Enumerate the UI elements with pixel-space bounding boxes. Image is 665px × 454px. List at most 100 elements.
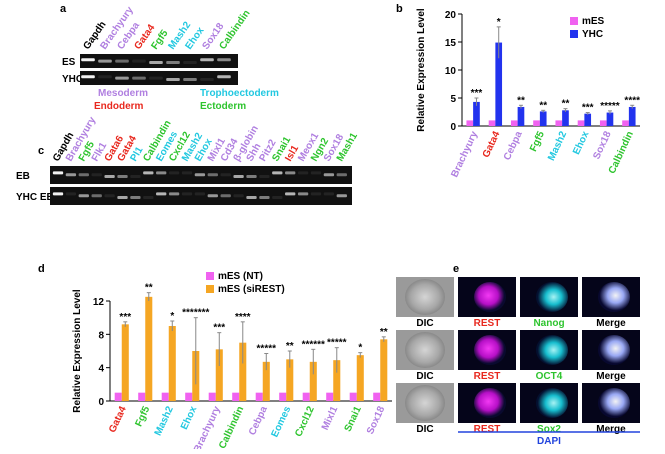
bar	[533, 120, 540, 126]
bar	[286, 359, 294, 401]
error-bar	[264, 353, 269, 371]
lineage-label: Mesoderm	[98, 88, 148, 99]
gel-band	[207, 194, 218, 198]
bar	[577, 120, 585, 126]
bar	[208, 392, 216, 401]
gel-band	[130, 196, 141, 199]
significance: ***	[213, 323, 225, 334]
gel-band	[149, 76, 163, 80]
gel-band	[91, 173, 102, 177]
cell	[536, 282, 568, 312]
significance: **	[539, 100, 547, 111]
bar	[495, 42, 503, 127]
cell	[536, 335, 568, 365]
significance: *******	[182, 308, 209, 319]
cell	[536, 388, 568, 418]
gel-band	[132, 76, 146, 80]
y-axis-label: Relative Expression Level	[72, 289, 83, 413]
bar	[466, 120, 474, 126]
gel-band	[183, 78, 197, 81]
x-tick-label: Sox18	[591, 129, 614, 161]
bar	[185, 392, 193, 401]
gel-band	[117, 175, 128, 178]
gel-band	[156, 192, 167, 196]
y-tick-label: 4	[98, 364, 104, 375]
cell	[405, 279, 445, 315]
gel-band	[132, 59, 146, 63]
significance: *****	[600, 101, 620, 112]
x-tick-label: Fgf5	[133, 404, 152, 428]
gel-band	[285, 171, 296, 175]
gel-band	[91, 194, 102, 198]
bar	[599, 120, 607, 126]
gel-band	[78, 194, 89, 198]
error-bar	[541, 109, 546, 113]
error-bar	[630, 104, 635, 109]
significance: *	[358, 343, 362, 354]
error-bar	[217, 332, 222, 366]
error-bar	[146, 292, 151, 301]
image-label: DIC	[416, 371, 433, 382]
gel-band	[285, 192, 296, 196]
gel-band	[217, 58, 231, 62]
cell	[598, 388, 630, 418]
error-bar	[381, 336, 386, 342]
bar	[326, 392, 334, 401]
gel-band	[52, 192, 64, 196]
gel-band	[297, 192, 309, 196]
panel-label: c	[38, 145, 44, 157]
legend-swatch	[206, 272, 214, 280]
gel-image	[50, 187, 352, 205]
x-tick-label: Ehox	[179, 404, 199, 431]
gel-band	[194, 192, 206, 196]
gel-band	[207, 173, 218, 177]
gel-band	[104, 175, 115, 178]
y-tick-label: 8	[98, 330, 104, 341]
cell	[405, 385, 445, 421]
image-label: Merge	[596, 371, 626, 382]
error-bar	[585, 112, 590, 115]
bar	[114, 392, 122, 401]
significance: ****	[624, 95, 640, 106]
gel-band	[272, 171, 283, 175]
gel-band	[166, 78, 180, 81]
x-tick-label: Mash2	[153, 404, 176, 437]
gel-band	[168, 192, 180, 196]
cell	[474, 335, 506, 365]
gel-band	[246, 175, 257, 178]
legend-label: YHC	[582, 29, 603, 40]
error-bar	[193, 317, 198, 385]
panel-label: a	[60, 3, 67, 15]
image-label: Sox2	[537, 424, 561, 435]
bar	[349, 392, 357, 401]
significance: **	[380, 327, 388, 338]
x-tick-label: Snai1	[343, 404, 364, 433]
gel-image	[80, 71, 238, 85]
significance: ***	[582, 103, 594, 114]
image-label: Merge	[596, 318, 626, 329]
legend-label: mES (NT)	[218, 271, 263, 282]
lineage-label: Endoderm	[94, 101, 144, 112]
image-label: OCT4	[536, 371, 563, 382]
error-bar	[496, 26, 501, 59]
panel-label: b	[396, 3, 403, 15]
image-label: REST	[474, 318, 501, 329]
bar	[517, 106, 525, 126]
image-label: Nanog	[533, 318, 564, 329]
cell	[474, 388, 506, 418]
gel-band	[336, 173, 347, 177]
image-label: REST	[474, 371, 501, 382]
significance: ****	[235, 312, 251, 323]
gel-band	[181, 192, 193, 196]
bar	[373, 392, 381, 401]
x-tick-label: Cebpa	[247, 404, 270, 437]
bar	[356, 355, 364, 401]
significance: *****	[327, 338, 347, 349]
x-tick-label: Brachyury	[449, 129, 480, 179]
x-tick-label: Mash2	[546, 129, 569, 162]
bar	[473, 101, 480, 126]
cell	[405, 332, 445, 368]
bar	[562, 110, 569, 126]
legend-label: mES	[582, 16, 605, 27]
gel-band	[143, 196, 154, 199]
